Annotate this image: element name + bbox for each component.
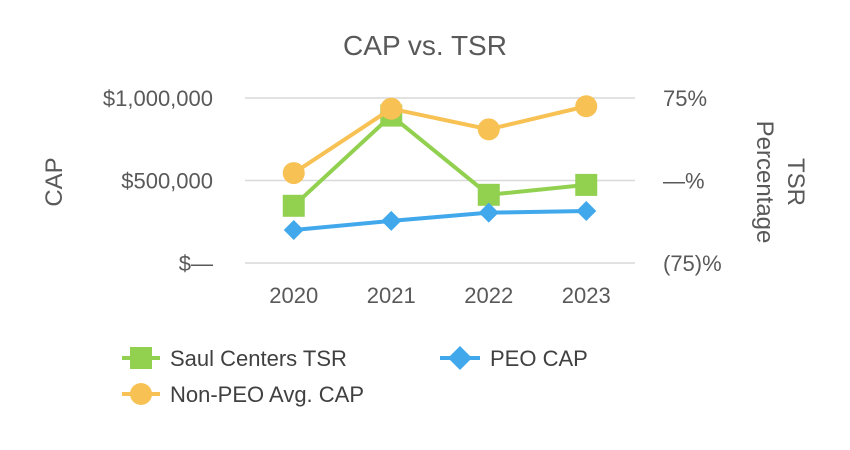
data-point-peo-cap xyxy=(381,210,402,231)
right-tick-label: 75% xyxy=(663,86,707,111)
data-point-saul-centers-tsr xyxy=(282,194,305,217)
legend-label-non-peo-avg-cap: Non-PEO Avg. CAP xyxy=(170,382,364,407)
x-tick-label: 2021 xyxy=(367,283,416,308)
x-tick-label: 2023 xyxy=(562,283,611,308)
legend: Saul Centers TSR PEO CAP Non-PEO Avg. CA… xyxy=(122,346,588,407)
right-tick-label: (75)% xyxy=(663,251,722,276)
data-point-non-peo-avg-cap xyxy=(575,95,598,118)
right-tick-label: —% xyxy=(663,169,705,194)
data-point-non-peo-avg-cap xyxy=(477,118,500,141)
data-point-peo-cap xyxy=(576,201,597,222)
legend-item-saul-centers-tsr: Saul Centers TSR xyxy=(122,346,347,371)
left-axis-label: CAP xyxy=(41,157,68,206)
series-non-peo-avg-cap xyxy=(282,95,598,185)
x-tick-label: 2022 xyxy=(464,283,513,308)
x-tick-label: 2020 xyxy=(269,283,318,308)
series-line-saul-centers-tsr xyxy=(292,113,587,208)
left-tick-label: $1,000,000 xyxy=(103,86,213,111)
series-line-peo-cap xyxy=(293,209,587,232)
legend-label-saul-centers-tsr: Saul Centers TSR xyxy=(170,346,347,371)
left-axis-ticks: $— $500,000 $1,000,000 xyxy=(103,86,213,276)
series-saul-centers-tsr xyxy=(282,104,598,217)
series xyxy=(282,95,598,240)
right-axis-label-line2: Percentage xyxy=(751,121,778,244)
legend-item-non-peo-avg-cap: Non-PEO Avg. CAP xyxy=(122,382,364,407)
legend-item-peo-cap: PEO CAP xyxy=(440,346,588,371)
left-tick-label: $— xyxy=(179,251,213,276)
right-axis-label-line1: TSR xyxy=(782,158,809,206)
gridlines xyxy=(245,97,635,264)
series-line-non-peo-avg-cap xyxy=(292,104,587,175)
data-point-non-peo-avg-cap xyxy=(380,97,403,120)
chart-title: CAP vs. TSR xyxy=(343,30,507,61)
right-axis-ticks: 75% —% (75)% xyxy=(663,86,722,276)
series-peo-cap xyxy=(283,201,597,240)
data-point-peo-cap xyxy=(478,202,499,223)
data-point-saul-centers-tsr xyxy=(477,183,500,206)
data-point-non-peo-avg-cap xyxy=(282,162,305,185)
left-tick-label: $500,000 xyxy=(121,169,213,194)
legend-label-peo-cap: PEO CAP xyxy=(490,346,588,371)
x-axis-ticks: 2020 2021 2022 2023 xyxy=(269,283,610,308)
data-point-saul-centers-tsr xyxy=(575,173,598,196)
data-point-peo-cap xyxy=(283,220,304,240)
